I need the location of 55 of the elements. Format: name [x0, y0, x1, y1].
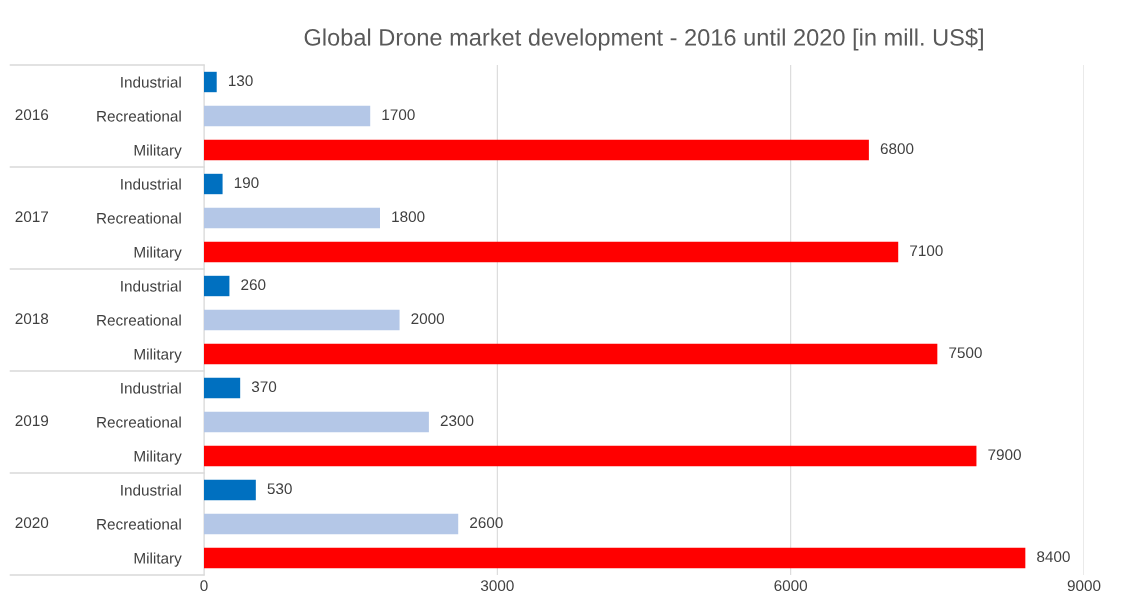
data-label: 7100	[910, 245, 943, 257]
data-label: 2600	[470, 517, 503, 529]
y-tick-label: Recreational	[97, 416, 181, 428]
data-label: 190	[234, 177, 259, 189]
y-tick-label: Military	[134, 246, 182, 261]
chart-title: Global Drone market development - 2016 until 2020 [in mill. US$]	[304, 28, 983, 51]
y-tick-label: Industrial	[121, 76, 181, 88]
bar	[204, 105, 371, 127]
data-label: 6800	[880, 143, 914, 155]
y-tick-label: Industrial	[121, 382, 181, 394]
y-tick-label: Industrial	[121, 178, 181, 190]
bar	[204, 377, 241, 399]
data-label: 1800	[392, 211, 425, 223]
data-label: 260	[241, 279, 266, 291]
data-label: 2000	[411, 313, 445, 325]
data-label: 130	[228, 75, 253, 87]
text: 2018	[15, 313, 49, 325]
data-label: 7500	[949, 347, 982, 359]
y-tick-label: Recreational	[97, 110, 181, 122]
bar	[204, 275, 230, 297]
y-tick-label: Military	[134, 552, 182, 567]
data-label: 530	[267, 483, 292, 495]
y-tick-label: Recreational	[97, 212, 181, 224]
y-tick-label: Military	[134, 348, 182, 363]
bar	[204, 479, 256, 501]
x-tick-label: 9000	[1067, 580, 1101, 592]
bar	[204, 207, 380, 229]
text: 2019	[15, 415, 49, 427]
bar	[204, 139, 869, 161]
bar	[204, 445, 977, 467]
x-tick-label: 3000	[480, 580, 514, 592]
bar	[204, 411, 429, 433]
y-tick-label: Recreational	[97, 314, 181, 326]
data-label: 2300	[440, 415, 474, 427]
data-label: 7900	[988, 449, 1021, 461]
y-tick-label: Military	[134, 144, 182, 159]
bar	[204, 71, 217, 93]
bar	[204, 173, 223, 195]
data-label: 1700	[382, 109, 415, 121]
text: 2016	[15, 109, 49, 121]
text: 2017	[15, 211, 49, 223]
data-label: 8400	[1037, 551, 1070, 563]
bar	[204, 241, 899, 263]
bar	[204, 343, 938, 365]
bar	[204, 309, 400, 331]
bar	[204, 513, 459, 535]
bar	[204, 547, 1026, 569]
data-label: 370	[251, 381, 277, 393]
y-tick-label: Recreational	[97, 518, 181, 530]
y-tick-label: Industrial	[121, 280, 181, 292]
x-tick-label: 0	[200, 580, 208, 592]
y-tick-label: Industrial	[121, 484, 181, 496]
y-tick-label: Military	[134, 450, 182, 465]
text: 2020	[15, 517, 49, 529]
x-tick-label: 6000	[774, 580, 808, 592]
